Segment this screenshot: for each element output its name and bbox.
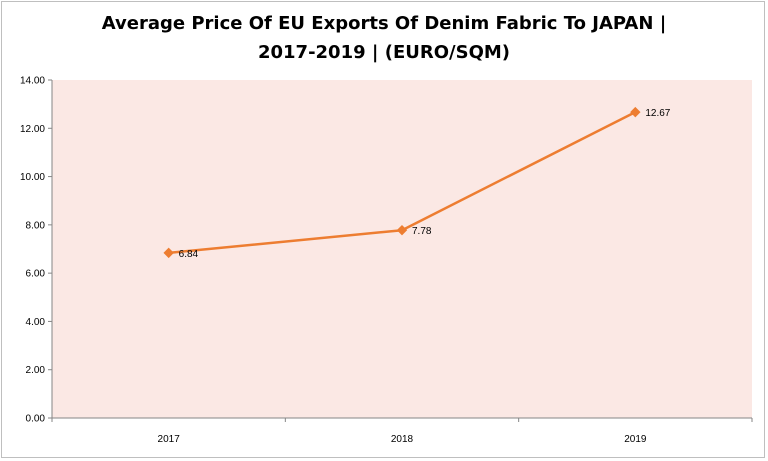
y-tick-label: 2.00 [26,365,46,376]
data-point-marker [163,247,174,259]
x-tick-label: 2019 [624,434,647,445]
x-tick-label: 2017 [158,434,181,445]
y-tick-label: 12.00 [20,124,45,135]
x-axis-ticks: 2017 2018 2019 [51,418,753,445]
y-tick-label: 14.00 [20,76,45,87]
y-tick-label: 6.00 [26,269,46,280]
x-tick-label: 2018 [391,434,414,445]
y-tick-label: 4.00 [26,317,46,328]
plot-area [52,80,752,418]
data-label: 6.84 [179,249,199,260]
series-markers [163,106,641,259]
y-axis-ticks: 0.00 2.00 4.00 6.00 8.00 10.00 12.00 14.00 [20,76,52,425]
data-label: 7.78 [412,226,432,237]
data-point-marker [630,106,641,118]
chart-title-line-2: 2017-2019 | (EURO/SQM) [257,42,511,63]
chart-title-line-1: Average Price Of EU Exports Of Denim Fab… [101,13,667,34]
data-point-marker [396,224,408,236]
y-tick-label: 8.00 [26,220,46,231]
y-tick-label: 10.00 [20,172,45,183]
data-label: 12.67 [645,108,670,119]
data-labels: 6.84 7.78 12.67 [179,108,671,260]
y-tick-label: 0.00 [26,414,46,425]
